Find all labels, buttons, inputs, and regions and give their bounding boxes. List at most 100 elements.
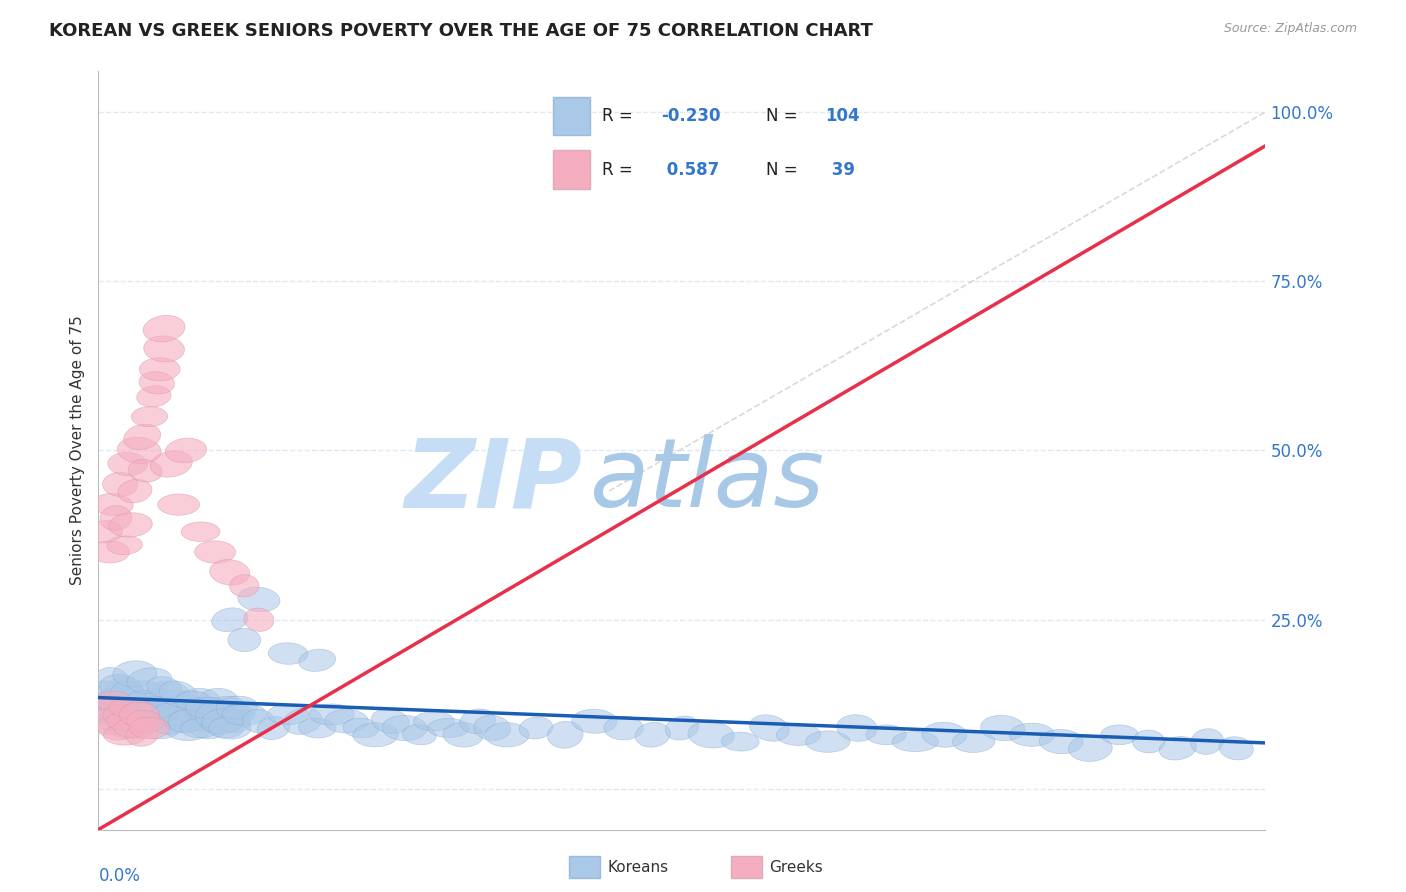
Ellipse shape bbox=[866, 725, 907, 745]
Ellipse shape bbox=[122, 681, 169, 707]
Ellipse shape bbox=[299, 649, 336, 672]
Ellipse shape bbox=[519, 717, 553, 739]
Ellipse shape bbox=[166, 715, 212, 740]
Ellipse shape bbox=[243, 608, 274, 632]
Ellipse shape bbox=[176, 691, 211, 711]
Ellipse shape bbox=[665, 716, 699, 740]
Ellipse shape bbox=[97, 716, 135, 740]
Ellipse shape bbox=[107, 712, 149, 731]
Ellipse shape bbox=[298, 718, 336, 738]
Ellipse shape bbox=[1132, 731, 1166, 753]
Ellipse shape bbox=[167, 710, 204, 732]
Ellipse shape bbox=[195, 701, 235, 728]
Ellipse shape bbox=[131, 407, 167, 426]
Ellipse shape bbox=[547, 722, 583, 748]
Ellipse shape bbox=[146, 677, 181, 698]
Ellipse shape bbox=[107, 536, 142, 555]
Ellipse shape bbox=[721, 732, 759, 751]
Ellipse shape bbox=[100, 506, 132, 531]
Text: Koreans: Koreans bbox=[607, 860, 668, 874]
Ellipse shape bbox=[1159, 737, 1197, 760]
Ellipse shape bbox=[242, 709, 276, 733]
Ellipse shape bbox=[114, 704, 148, 725]
Ellipse shape bbox=[460, 709, 495, 733]
Ellipse shape bbox=[127, 710, 163, 732]
Ellipse shape bbox=[104, 724, 146, 745]
Ellipse shape bbox=[165, 711, 201, 731]
Ellipse shape bbox=[1069, 735, 1112, 762]
Ellipse shape bbox=[169, 695, 204, 720]
Text: Source: ZipAtlas.com: Source: ZipAtlas.com bbox=[1223, 22, 1357, 36]
Ellipse shape bbox=[96, 667, 131, 694]
Ellipse shape bbox=[90, 705, 131, 724]
Ellipse shape bbox=[688, 722, 734, 748]
Ellipse shape bbox=[217, 696, 257, 719]
Ellipse shape bbox=[131, 705, 167, 724]
Ellipse shape bbox=[603, 716, 644, 739]
Text: Greeks: Greeks bbox=[769, 860, 823, 874]
Ellipse shape bbox=[219, 705, 254, 724]
Ellipse shape bbox=[309, 704, 354, 725]
Ellipse shape bbox=[209, 559, 250, 585]
Ellipse shape bbox=[776, 724, 821, 746]
Ellipse shape bbox=[413, 712, 454, 731]
Ellipse shape bbox=[229, 574, 259, 597]
Ellipse shape bbox=[194, 541, 236, 563]
Ellipse shape bbox=[97, 688, 129, 714]
Ellipse shape bbox=[485, 723, 529, 747]
Ellipse shape bbox=[1039, 730, 1083, 754]
Ellipse shape bbox=[284, 708, 322, 734]
Ellipse shape bbox=[749, 714, 789, 741]
Ellipse shape bbox=[382, 715, 427, 740]
Ellipse shape bbox=[222, 704, 267, 725]
Ellipse shape bbox=[125, 690, 159, 711]
Ellipse shape bbox=[891, 731, 939, 752]
Ellipse shape bbox=[128, 459, 162, 482]
Ellipse shape bbox=[159, 681, 198, 707]
Ellipse shape bbox=[115, 689, 155, 714]
Ellipse shape bbox=[427, 719, 470, 738]
Ellipse shape bbox=[198, 709, 232, 733]
Ellipse shape bbox=[177, 702, 209, 727]
Ellipse shape bbox=[94, 691, 131, 711]
Ellipse shape bbox=[103, 472, 138, 496]
Ellipse shape bbox=[87, 681, 125, 707]
Ellipse shape bbox=[238, 587, 280, 612]
Ellipse shape bbox=[146, 681, 190, 707]
Ellipse shape bbox=[100, 674, 141, 700]
Text: 0.0%: 0.0% bbox=[98, 867, 141, 886]
Ellipse shape bbox=[124, 425, 160, 450]
Ellipse shape bbox=[371, 709, 409, 733]
Ellipse shape bbox=[110, 698, 152, 718]
Ellipse shape bbox=[120, 709, 159, 733]
Text: atlas: atlas bbox=[589, 434, 824, 527]
Ellipse shape bbox=[135, 711, 173, 731]
Ellipse shape bbox=[139, 717, 180, 739]
Ellipse shape bbox=[90, 707, 129, 735]
Ellipse shape bbox=[139, 358, 180, 381]
Ellipse shape bbox=[181, 522, 219, 541]
Ellipse shape bbox=[127, 723, 159, 747]
Ellipse shape bbox=[160, 690, 198, 712]
Ellipse shape bbox=[215, 710, 250, 732]
Ellipse shape bbox=[325, 709, 368, 733]
Ellipse shape bbox=[201, 709, 243, 734]
Ellipse shape bbox=[118, 479, 152, 503]
Ellipse shape bbox=[103, 705, 138, 724]
Ellipse shape bbox=[190, 717, 226, 739]
Ellipse shape bbox=[143, 336, 184, 362]
Ellipse shape bbox=[127, 668, 172, 693]
Ellipse shape bbox=[343, 718, 380, 738]
Ellipse shape bbox=[176, 689, 219, 714]
Ellipse shape bbox=[114, 718, 156, 738]
Ellipse shape bbox=[136, 385, 172, 407]
Ellipse shape bbox=[122, 698, 163, 718]
Ellipse shape bbox=[112, 661, 157, 687]
Ellipse shape bbox=[143, 316, 186, 342]
Ellipse shape bbox=[143, 698, 184, 718]
Ellipse shape bbox=[228, 628, 260, 652]
Ellipse shape bbox=[572, 709, 617, 733]
Ellipse shape bbox=[209, 718, 243, 738]
Ellipse shape bbox=[191, 701, 233, 728]
Ellipse shape bbox=[257, 716, 290, 739]
